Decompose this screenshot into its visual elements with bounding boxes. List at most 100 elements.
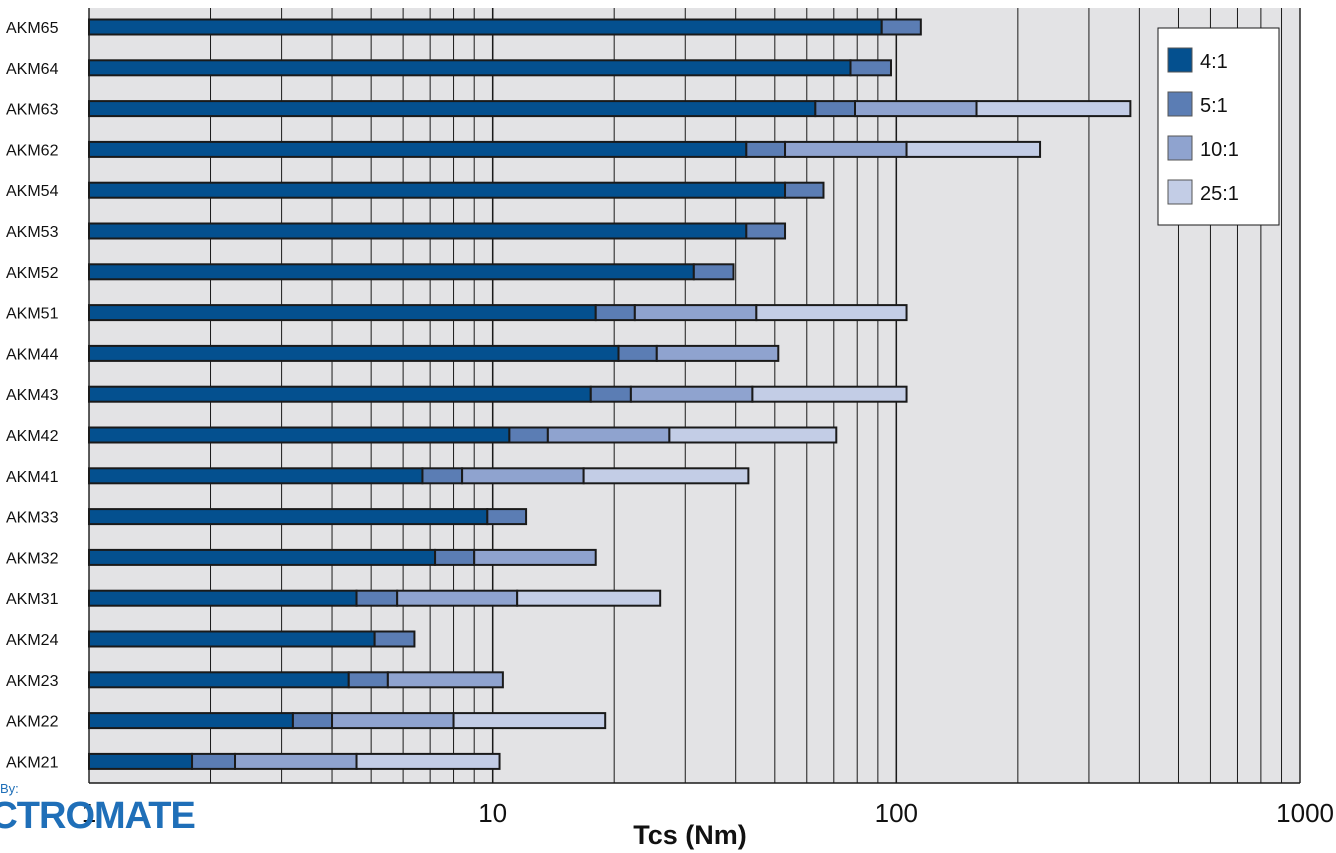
- x-axis-title: Tcs (Nm): [633, 820, 747, 850]
- bar-akm51-25-to-1: [755, 304, 908, 322]
- bar-akm65-4-to-1: [88, 18, 883, 36]
- bar-akm22-10-to-1: [331, 712, 455, 730]
- bar-akm41-10-to-1: [461, 467, 585, 485]
- bar-akm32-5-to-1: [434, 548, 476, 566]
- bar-group-akm32: [88, 548, 597, 566]
- legend-swatch-10-to-1: [1167, 135, 1193, 161]
- bar-akm43-5-to-1: [589, 385, 632, 403]
- bar-akm62-10-to-1: [784, 140, 908, 158]
- bar-akm21-4-to-1: [88, 752, 194, 770]
- bar-akm44-10-to-1: [655, 344, 780, 362]
- bar-akm65-5-to-1: [880, 18, 922, 36]
- bar-akm22-5-to-1: [291, 712, 334, 730]
- bar-group-akm23: [88, 671, 504, 689]
- category-label: AKM22: [6, 714, 59, 731]
- bar-group-akm65: [88, 18, 922, 36]
- category-label: AKM42: [6, 428, 59, 445]
- bar-akm52-4-to-1: [88, 263, 695, 281]
- bar-group-akm44: [88, 344, 780, 362]
- x-tick-label: 1: [82, 798, 96, 828]
- x-tick-label: 10: [478, 798, 507, 828]
- category-labels: AKM65 AKM64 AKM63 AKM62 AKM54 AKM53 AKM52 AKM51…: [6, 20, 59, 771]
- bar-group-akm21: [88, 752, 501, 770]
- bar-akm23-4-to-1: [88, 671, 350, 689]
- bars: [88, 18, 1132, 770]
- category-label: AKM33: [6, 510, 59, 527]
- bar-akm42-5-to-1: [508, 426, 549, 444]
- bar-akm64-5-to-1: [849, 59, 892, 77]
- bar-akm53-5-to-1: [745, 222, 787, 240]
- category-label: AKM32: [6, 550, 59, 567]
- bar-akm42-10-to-1: [546, 426, 671, 444]
- legend: 4:1 5:1 10:1 25:1: [1157, 27, 1280, 226]
- category-label: AKM31: [6, 591, 59, 608]
- bar-akm42-25-to-1: [668, 426, 838, 444]
- legend-label: 10:1: [1200, 139, 1239, 161]
- bar-akm64-4-to-1: [88, 59, 852, 77]
- bar-akm32-4-to-1: [88, 548, 437, 566]
- bar-akm41-4-to-1: [88, 467, 424, 485]
- brand-logo: By: ECTROMATE: [0, 781, 240, 853]
- x-tick-label: 100: [875, 798, 918, 828]
- bar-group-akm43: [88, 385, 908, 403]
- bar-akm41-25-to-1: [582, 467, 750, 485]
- bar-akm24-4-to-1: [88, 630, 376, 648]
- x-tick-label: 1000: [1276, 798, 1334, 828]
- bar-group-akm54: [88, 181, 825, 199]
- category-label: AKM51: [6, 306, 59, 323]
- bar-akm51-4-to-1: [88, 304, 597, 322]
- bar-akm33-4-to-1: [88, 508, 489, 526]
- legend-label: 25:1: [1200, 183, 1239, 205]
- category-label: AKM53: [6, 224, 59, 241]
- bar-group-akm64: [88, 59, 892, 77]
- bar-akm43-4-to-1: [88, 385, 592, 403]
- category-label: AKM43: [6, 387, 59, 404]
- category-label: AKM65: [6, 20, 59, 37]
- legend-label: 5:1: [1200, 95, 1228, 117]
- bar-akm31-25-to-1: [516, 589, 662, 607]
- legend-swatch-4-to-1: [1167, 47, 1193, 73]
- category-label: AKM23: [6, 673, 59, 690]
- bar-akm24-5-to-1: [373, 630, 416, 648]
- bar-akm44-5-to-1: [617, 344, 658, 362]
- category-label: AKM52: [6, 265, 59, 282]
- category-label: AKM62: [6, 142, 59, 159]
- legend-label: 4:1: [1200, 51, 1228, 73]
- bar-akm41-5-to-1: [421, 467, 464, 485]
- bar-akm42-4-to-1: [88, 426, 511, 444]
- bar-akm54-5-to-1: [784, 181, 825, 199]
- bar-akm31-4-to-1: [88, 589, 358, 607]
- category-label: AKM24: [6, 632, 59, 649]
- category-label: AKM41: [6, 469, 59, 486]
- x-tick-labels: 1 10 100 1000: [82, 798, 1334, 828]
- bar-akm52-5-to-1: [692, 263, 735, 281]
- bar-group-akm31: [88, 589, 662, 607]
- bar-akm51-5-to-1: [594, 304, 636, 322]
- category-label: AKM64: [6, 61, 59, 78]
- legend-swatch-25-to-1: [1167, 179, 1193, 205]
- category-label: AKM44: [6, 346, 59, 363]
- bar-akm51-10-to-1: [633, 304, 758, 322]
- bar-group-akm33: [88, 508, 528, 526]
- category-label: AKM21: [6, 754, 59, 771]
- bar-akm63-5-to-1: [814, 100, 857, 118]
- bar-akm21-25-to-1: [355, 752, 501, 770]
- brand-name: ECTROMATE: [0, 795, 196, 837]
- bar-group-akm63: [88, 100, 1132, 118]
- bar-akm43-10-to-1: [629, 385, 754, 403]
- bar-akm54-4-to-1: [88, 181, 787, 199]
- bar-akm22-4-to-1: [88, 712, 294, 730]
- bar-akm31-10-to-1: [396, 589, 519, 607]
- bar-akm21-10-to-1: [234, 752, 358, 770]
- bar-group-akm24: [88, 630, 416, 648]
- bar-akm43-25-to-1: [751, 385, 908, 403]
- bar-akm62-25-to-1: [905, 140, 1042, 158]
- bar-akm31-5-to-1: [355, 589, 399, 607]
- bar-akm23-10-to-1: [386, 671, 504, 689]
- bar-group-akm51: [88, 304, 908, 322]
- bar-akm63-25-to-1: [975, 100, 1132, 118]
- category-label: AKM54: [6, 183, 59, 200]
- bar-group-akm53: [88, 222, 787, 240]
- bar-akm62-4-to-1: [88, 140, 748, 158]
- bar-group-akm62: [88, 140, 1042, 158]
